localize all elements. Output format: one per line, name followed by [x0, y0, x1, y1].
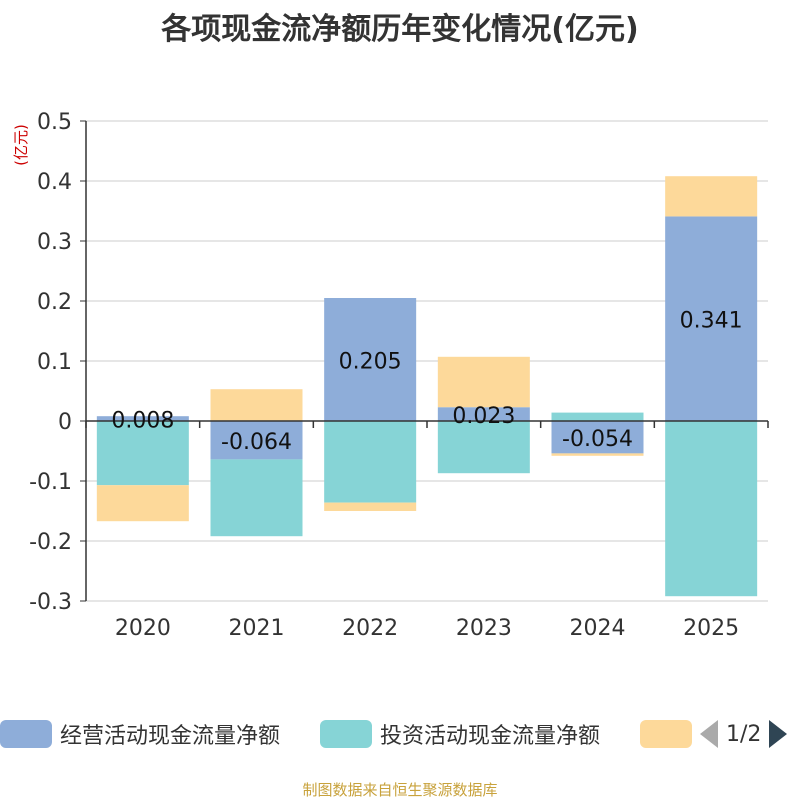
bar-series1-2021[interactable]: [210, 459, 303, 537]
bar-series2-2020[interactable]: [96, 485, 189, 522]
y-tick-label: 0.2: [37, 290, 72, 315]
y-axis-label: (亿元): [12, 124, 30, 166]
bar-series1-2025[interactable]: [665, 421, 758, 597]
bar-series0-2023[interactable]: [437, 407, 530, 421]
bar-series0-2025[interactable]: [665, 216, 758, 421]
data-label-2020: 0.008: [111, 409, 174, 434]
x-tick-label: 2023: [456, 616, 512, 641]
legend-next-icon[interactable]: [769, 720, 788, 748]
data-labels: 0.008 -0.064 0.205 0.023 -0.054 0.341: [111, 309, 742, 456]
bar-series2-2022[interactable]: [324, 502, 417, 511]
bar-series0-2020[interactable]: [96, 416, 189, 421]
legend-prev-icon[interactable]: [700, 720, 718, 748]
y-tick-label: 0.3: [37, 230, 72, 255]
x-tick-label: 2021: [229, 616, 285, 641]
axes: 0.5 0.4 0.3 0.2 0.1 0 -0.1 -0.2 -0.3 2020 2021 2022…: [29, 110, 769, 641]
x-tick-label: 2022: [342, 616, 398, 641]
legend-item-operating[interactable]: 经营活动现金流量净额: [0, 718, 280, 750]
data-label-2023: 0.023: [452, 404, 515, 429]
legend-swatch-financing: [640, 720, 692, 748]
data-label-2025: 0.341: [680, 309, 743, 334]
bar-series2-2024[interactable]: [551, 453, 644, 456]
chart-title: 各项现金流净额历年变化情况(亿元): [161, 12, 639, 47]
legend-pager: 1/2: [700, 718, 788, 750]
y-tick-label: 0.5: [37, 110, 72, 135]
data-label-2024: -0.054: [562, 427, 633, 452]
legend-item-investing[interactable]: 投资活动现金流量净额: [320, 718, 600, 750]
bar-series1-2024[interactable]: [551, 412, 644, 421]
bar-series0-2024[interactable]: [551, 421, 644, 454]
bar-series2-2021[interactable]: [210, 389, 303, 421]
y-tick-label: -0.3: [29, 590, 72, 615]
y-tick-label: 0.4: [37, 170, 72, 195]
legend-item-financing[interactable]: [640, 718, 692, 750]
x-tick-label: 2025: [683, 616, 739, 641]
data-label-2022: 0.205: [339, 350, 402, 375]
legend-page-indicator: 1/2: [726, 721, 762, 747]
bar-series2-2025[interactable]: [665, 176, 758, 217]
legend-swatch-operating: [0, 720, 52, 748]
y-tick-label: -0.2: [29, 530, 72, 555]
bar-series1-2022[interactable]: [324, 421, 417, 503]
data-label-2021: -0.064: [221, 430, 292, 455]
data-source-note: 制图数据来自恒生聚源数据库: [302, 781, 498, 799]
y-tick-label: 0.1: [37, 350, 72, 375]
y-tick-label: 0: [58, 410, 72, 435]
bar-series0-2022[interactable]: [324, 298, 417, 421]
y-tick-label: -0.1: [29, 470, 72, 495]
legend-label-operating: 经营活动现金流量净额: [60, 724, 281, 749]
bar-series2-2023[interactable]: [437, 356, 530, 408]
x-tick-label: 2024: [570, 616, 626, 641]
bars: [96, 176, 758, 597]
legend-label-investing: 投资活动现金流量净额: [380, 724, 601, 749]
bar-series1-2023[interactable]: [437, 421, 530, 474]
bar-series0-2021[interactable]: [210, 421, 303, 460]
bar-series1-2020[interactable]: [96, 421, 189, 486]
legend-swatch-investing: [320, 720, 372, 748]
x-tick-label: 2020: [115, 616, 171, 641]
